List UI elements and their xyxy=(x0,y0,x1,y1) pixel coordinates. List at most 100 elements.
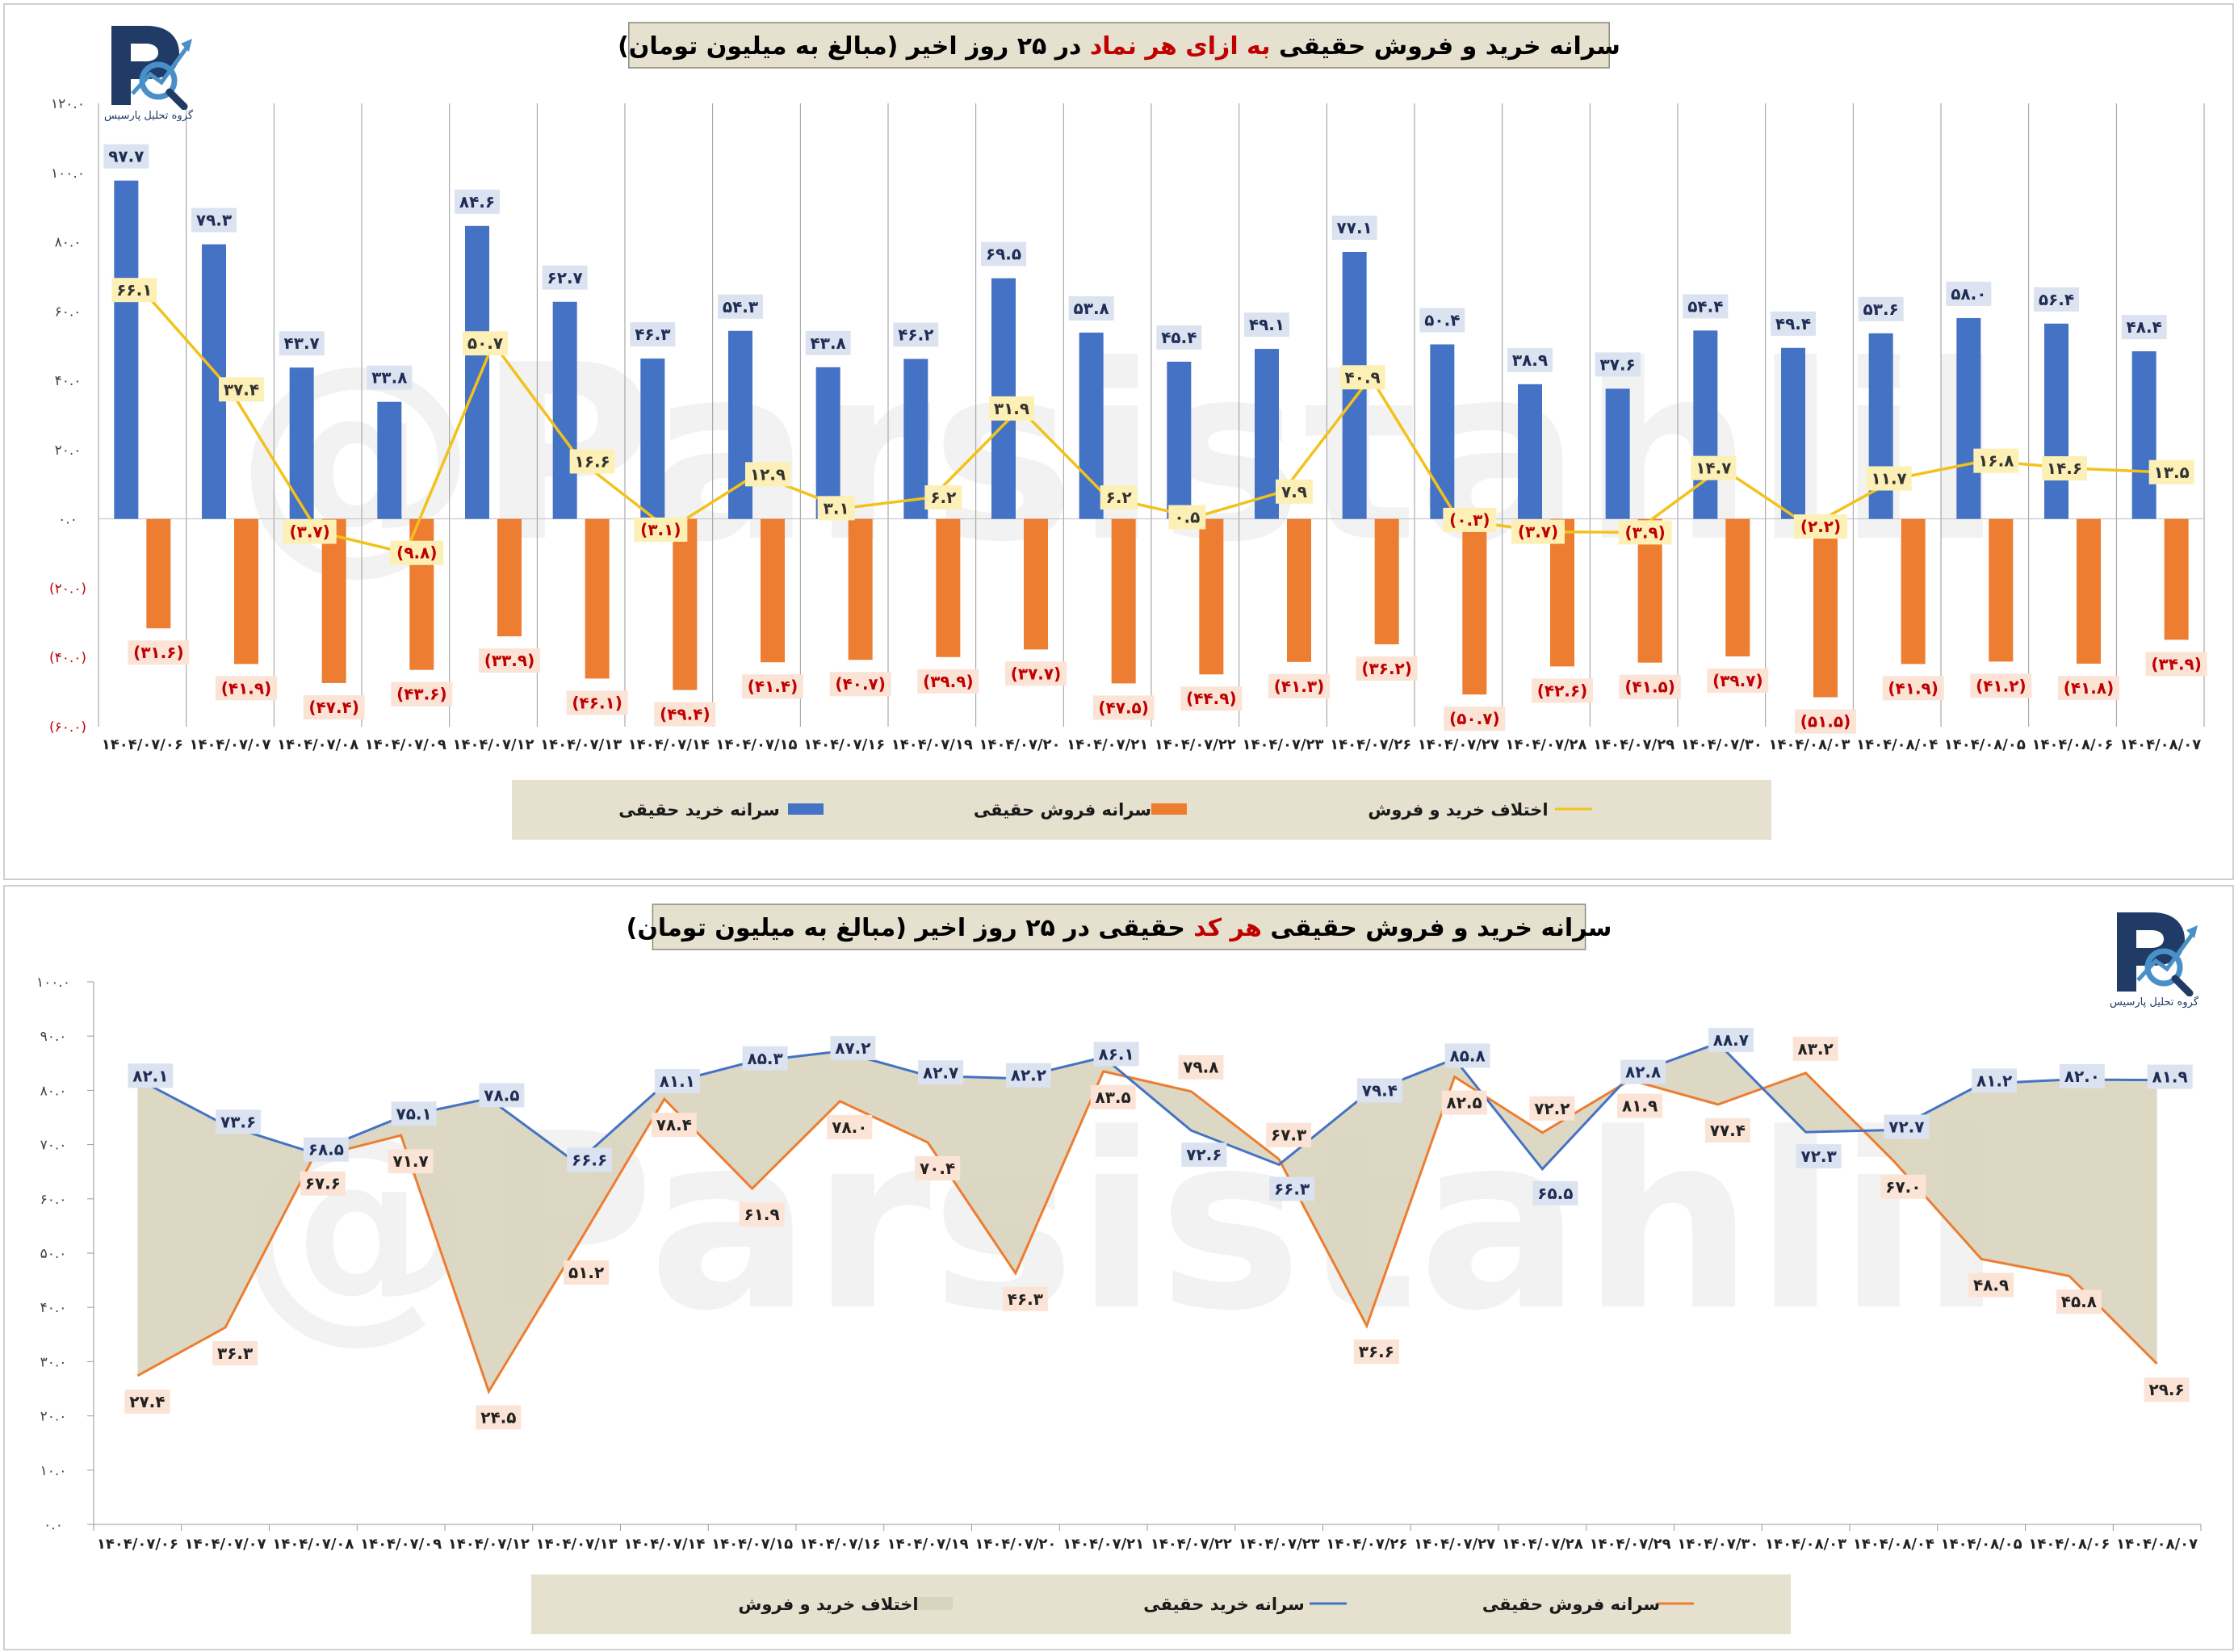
chart1-label-diff: ۶۶.۱ xyxy=(116,280,152,300)
chart2-label-buy-box xyxy=(1972,1068,2018,1093)
chart1-label-sell-box xyxy=(1444,707,1506,732)
chart1-label-diff: ۷.۹ xyxy=(1281,482,1307,501)
chart1-bar-buy xyxy=(903,358,928,519)
chart2-label-buy-box xyxy=(391,1101,437,1126)
chart2-xtick-label: ۱۴۰۴/۰۸/۰۶ xyxy=(2028,1536,2110,1553)
chart1-label-diff-box xyxy=(219,377,264,402)
chart2-ytick-label: ۷۰.۰ xyxy=(40,1138,67,1154)
chart1-xtick-label: ۱۴۰۴/۰۷/۰۹ xyxy=(365,736,446,753)
chart2-ytick-label: ۳۰.۰ xyxy=(40,1354,67,1370)
chart2-xtick-label: ۱۴۰۴/۰۷/۰۶ xyxy=(97,1536,178,1553)
chart2-xtick-label: ۱۴۰۴/۰۷/۲۸ xyxy=(1502,1536,1583,1553)
chart2-label-buy: ۸۱.۱ xyxy=(660,1071,695,1091)
chart2-xtick-label: ۱۴۰۴/۰۷/۲۳ xyxy=(1239,1536,1320,1553)
chart2-ytick-label: ۰.۰ xyxy=(44,1517,63,1533)
chart2-label-buy-box xyxy=(1005,1063,1051,1088)
chart2-label-buy: ۸۱.۹ xyxy=(2152,1067,2188,1087)
chart1-xtick-label: ۱۴۰۴/۰۷/۲۳ xyxy=(1242,736,1323,753)
chart2-label-buy-box xyxy=(654,1069,700,1094)
chart1-title-group: سرانه خرید و فروش حقیقی به ازای هر نماد … xyxy=(618,22,1620,69)
chart2-label-sell: ۷۰.۴ xyxy=(920,1159,955,1178)
chart1-label-sell: (۴۱.۳) xyxy=(1274,677,1325,696)
chart2-title-part-0: سرانه خرید و فروش حقیقی xyxy=(1262,914,1612,942)
chart1-label-diff: ۶.۲ xyxy=(1106,488,1132,507)
chart1-xtick-label: ۱۴۰۴/۰۷/۰۸ xyxy=(277,736,358,753)
chart1-label-buy: ۶۲.۷ xyxy=(547,268,583,287)
chart2-xtick-label: ۱۴۰۴/۰۸/۰۴ xyxy=(1853,1536,1934,1553)
chart1-xtick-label: ۱۴۰۴/۰۷/۱۲ xyxy=(452,736,534,753)
chart2-label-buy-box xyxy=(830,1036,876,1061)
chart1-ytick-label: ۸۰.۰ xyxy=(55,235,82,251)
chart1-label-diff-box xyxy=(1973,448,2019,473)
chart1-bar-sell xyxy=(1199,518,1224,675)
chart1-label-diff: (۹.۸) xyxy=(396,543,437,563)
chart1-label-sell: (۴۳.۶) xyxy=(396,685,447,704)
chart2-label-buy-box xyxy=(2059,1063,2105,1088)
chart1-label-buy-box xyxy=(718,294,763,319)
chart1-label-buy: ۴۶.۲ xyxy=(898,325,933,345)
chart2-label-sell: ۸۳.۲ xyxy=(1798,1039,1834,1059)
chart1-label-sell-box xyxy=(1532,678,1593,703)
chart1-label-buy: ۴۸.۴ xyxy=(2127,317,2162,337)
chart2-xtick-label: ۱۴۰۴/۰۷/۳۰ xyxy=(1677,1536,1758,1553)
chart2-xtick-label: ۱۴۰۴/۰۷/۲۲ xyxy=(1151,1536,1232,1553)
chart2-label-sell-box xyxy=(564,1260,610,1285)
chart2-label-buy: ۸۸.۷ xyxy=(1713,1030,1749,1050)
chart1-label-diff-box xyxy=(1276,479,1313,504)
chart2-label-buy: ۷۳.۶ xyxy=(220,1112,256,1131)
chart1-bar-sell xyxy=(848,518,873,660)
chart1-label-buy-box xyxy=(981,241,1026,266)
chart1-label-sell: (۳۳.۹) xyxy=(484,651,535,670)
chart1-label-sell-box xyxy=(1795,709,1856,734)
chart1-xtick-label: ۱۴۰۴/۰۷/۰۶ xyxy=(102,736,183,753)
chart1-label-sell: (۴۱.۹) xyxy=(1888,678,1939,698)
chart2-label-sell-box xyxy=(827,1114,873,1139)
chart2-label-buy: ۷۲.۶ xyxy=(1186,1145,1222,1164)
chart2-label-sell: ۴۵.۸ xyxy=(2061,1292,2097,1311)
brand-logo-icon xyxy=(111,26,192,110)
chart2-legend-label: سرانه فروش حقیقی xyxy=(1482,1595,1660,1614)
chart2-label-sell-box xyxy=(1704,1117,1750,1143)
chart2-label-sell: ۶۷.۰ xyxy=(1885,1177,1921,1197)
chart2-xtick-label: ۱۴۰۴/۰۷/۱۶ xyxy=(799,1536,881,1553)
chart1-label-diff-box xyxy=(283,519,337,544)
chart2-legend-label: سرانه خرید حقیقی xyxy=(1143,1595,1305,1614)
chart1-label-sell-box xyxy=(391,681,453,707)
chart1-label-sell-box xyxy=(654,702,716,727)
chart1-legend-swatch xyxy=(1151,803,1187,815)
chart2-label-sell: ۳۶.۶ xyxy=(1359,1342,1394,1361)
chart1-bar-sell xyxy=(1287,518,1311,662)
chart1-bar-buy xyxy=(815,367,840,519)
chart1-bar-buy xyxy=(1167,361,1192,519)
chart2-label-buy-box xyxy=(1620,1059,1666,1084)
chart1-xtick-label: ۱۴۰۴/۰۷/۱۵ xyxy=(715,736,797,753)
chart1-bar-sell xyxy=(1111,518,1136,684)
chart2-ytick-label: ۵۰.۰ xyxy=(40,1246,67,1262)
chart2-ytick-label: ۱۰۰.۰ xyxy=(36,975,70,991)
chart1-label-sell-box xyxy=(1268,673,1330,698)
chart1-label-sell-box xyxy=(829,672,891,697)
chart2-label-sell-box xyxy=(1792,1036,1838,1061)
chart1-bar-buy xyxy=(2044,323,2068,519)
chart1-label-diff-box xyxy=(1511,519,1565,544)
chart1-label-sell: (۴۲.۶) xyxy=(1537,681,1588,700)
chart2-xtick-label: ۱۴۰۴/۰۸/۰۷ xyxy=(2116,1536,2198,1553)
chart2-label-sell: ۶۷.۳ xyxy=(1271,1126,1306,1145)
chart1-label-buy-box xyxy=(1507,347,1553,372)
chart1-label-sell-box xyxy=(1005,661,1067,686)
chart1-title-part-1: به ازای هر نماد xyxy=(1090,32,1271,61)
chart2-label-sell-box xyxy=(1002,1286,1048,1311)
chart2-label-buy: ۷۲.۷ xyxy=(1888,1117,1924,1136)
chart1-label-buy: ۴۶.۳ xyxy=(635,325,670,344)
chart2-title-bg xyxy=(652,904,1586,950)
chart2-label-buy-box xyxy=(1444,1043,1490,1068)
chart2-label-sell-box xyxy=(2056,1289,2102,1314)
chart1-label-diff-box xyxy=(745,462,790,487)
chart1-label-sell: (۵۱.۵) xyxy=(1800,712,1851,732)
chart1-bar-sell xyxy=(2077,518,2101,664)
chart2-title-group: سرانه خرید و فروش حقیقی هر کد حقیقی در ۲… xyxy=(627,904,1612,950)
chart1-label-diff: (۳.۹) xyxy=(1625,522,1666,542)
chart1-label-diff: (۳.۷) xyxy=(1518,522,1558,542)
chart2-label-buy-box xyxy=(1093,1042,1139,1067)
chart1-label-diff: (۳.۷) xyxy=(290,522,330,542)
